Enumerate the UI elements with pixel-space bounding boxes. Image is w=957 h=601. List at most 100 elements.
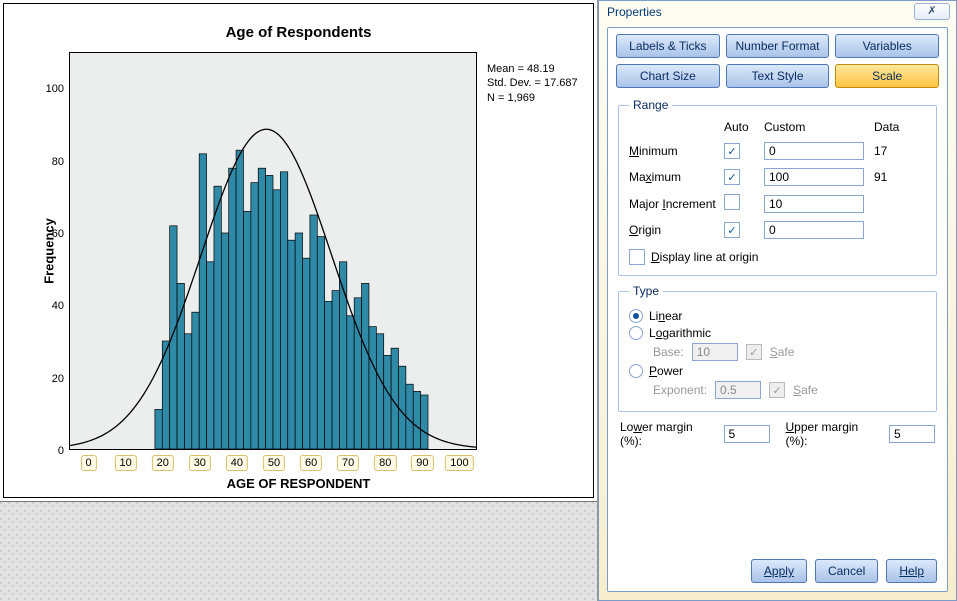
margin-row: Lower margin (%): Upper margin (%): (620, 420, 935, 448)
x-tick-label[interactable]: 0 (80, 455, 96, 471)
range-major-inc-auto-checkbox[interactable] (724, 194, 740, 210)
x-tick-label[interactable]: 20 (152, 455, 174, 471)
y-tick-label: 100 (46, 83, 64, 95)
histogram-bar[interactable] (384, 355, 391, 449)
y-tick-label: 20 (52, 373, 64, 385)
tab-number-format[interactable]: Number Format (726, 34, 830, 58)
x-tick-label[interactable]: 100 (445, 455, 473, 471)
histogram-bar[interactable] (362, 283, 369, 449)
range-origin-custom-input[interactable] (764, 221, 864, 239)
x-tick-label[interactable]: 30 (189, 455, 211, 471)
cancel-button[interactable]: Cancel (815, 559, 878, 583)
histogram-bar[interactable] (288, 240, 295, 449)
histogram-bar[interactable] (413, 391, 420, 449)
tab-chart-size[interactable]: Chart Size (616, 64, 720, 88)
close-icon[interactable]: ✗ (914, 3, 950, 20)
histogram-bar[interactable] (303, 258, 310, 449)
lower-margin-label: Lower margin (%): (620, 420, 716, 448)
app-root: Age of Respondents Frequency AGE OF RESP… (0, 0, 957, 601)
x-tick-label[interactable]: 90 (411, 455, 433, 471)
log-base-label: Base: (653, 345, 684, 359)
x-tick-label[interactable]: 60 (300, 455, 322, 471)
power-exp-input (715, 381, 761, 399)
x-tick-label[interactable]: 70 (337, 455, 359, 471)
histogram-bar[interactable] (251, 183, 258, 449)
histogram-bar[interactable] (236, 150, 243, 449)
range-hdr-custom: Custom (764, 120, 874, 134)
x-axis-label: AGE OF RESPONDENT (4, 476, 593, 491)
histogram-bar[interactable] (273, 190, 280, 449)
log-safe-checkbox: ✓ (746, 344, 762, 360)
range-hdr-auto: Auto (724, 120, 764, 134)
histogram-bar[interactable] (406, 384, 413, 449)
type-log-radio[interactable] (629, 326, 643, 340)
range-major-inc-custom-input[interactable] (764, 195, 864, 213)
y-tick-label: 40 (52, 300, 64, 312)
histogram-bar[interactable] (192, 312, 199, 449)
tab-row-1: Labels & Ticks Number Format Variables (616, 34, 939, 58)
histogram-bar[interactable] (332, 291, 339, 449)
properties-title: Properties (607, 5, 662, 19)
type-power-label: Power (649, 364, 683, 378)
histogram-bar[interactable] (243, 211, 250, 449)
histogram-bar[interactable] (170, 226, 177, 449)
histogram-bar[interactable] (398, 366, 405, 449)
range-major-inc-label: Major Increment (629, 197, 724, 211)
histogram-bar[interactable] (199, 154, 206, 449)
properties-panel: Properties ✗ Labels & Ticks Number Forma… (598, 0, 957, 601)
x-tick-label[interactable]: 10 (115, 455, 137, 471)
range-group: Range Auto Custom Data Minimum ✓ 17 Maxi… (618, 98, 937, 276)
lower-margin-input[interactable] (724, 425, 770, 443)
histogram-bar[interactable] (354, 298, 361, 449)
histogram-bar[interactable] (221, 233, 228, 449)
histogram-bar[interactable] (229, 168, 236, 449)
histogram-bar[interactable] (280, 172, 287, 449)
range-origin-label: Origin (629, 223, 724, 237)
stats-line: N = 1,969 (487, 91, 578, 105)
properties-titlebar[interactable]: Properties ✗ (599, 1, 956, 23)
properties-body: Labels & Ticks Number Format Variables C… (607, 27, 948, 592)
stats-line: Mean = 48.19 (487, 62, 578, 76)
display-line-origin-checkbox[interactable] (629, 249, 645, 265)
histogram-bar[interactable] (207, 262, 214, 449)
x-tick-label[interactable]: 40 (226, 455, 248, 471)
tab-row-2: Chart Size Text Style Scale (616, 64, 939, 88)
x-tick-label[interactable]: 80 (374, 455, 396, 471)
range-origin-auto-checkbox[interactable]: ✓ (724, 222, 740, 238)
type-linear-radio[interactable] (629, 309, 643, 323)
type-legend: Type (629, 284, 663, 298)
log-safe-label: Safe (770, 345, 795, 359)
power-safe-label: Safe (793, 383, 818, 397)
tab-labels-ticks[interactable]: Labels & Ticks (616, 34, 720, 58)
type-group: Type Linear Logarithmic Base: ✓ Safe (618, 284, 937, 412)
help-button[interactable]: Help (886, 559, 937, 583)
histogram-bar[interactable] (155, 409, 162, 449)
histogram-bar[interactable] (325, 301, 332, 449)
type-power-radio[interactable] (629, 364, 643, 378)
range-minimum-auto-checkbox[interactable]: ✓ (724, 143, 740, 159)
chart-pane: Age of Respondents Frequency AGE OF RESP… (0, 0, 598, 601)
histogram-bar[interactable] (376, 334, 383, 449)
histogram-bar[interactable] (258, 168, 265, 449)
histogram-bar[interactable] (214, 186, 221, 449)
range-minimum-custom-input[interactable] (764, 142, 864, 160)
y-tick-label: 80 (52, 156, 64, 168)
range-maximum-auto-checkbox[interactable]: ✓ (724, 169, 740, 185)
x-tick-label[interactable]: 50 (263, 455, 285, 471)
upper-margin-input[interactable] (889, 425, 935, 443)
stats-block: Mean = 48.19Std. Dev. = 17.687N = 1,969 (487, 62, 578, 105)
histogram-bar[interactable] (310, 215, 317, 449)
histogram-bar[interactable] (317, 237, 324, 449)
range-maximum-custom-input[interactable] (764, 168, 864, 186)
histogram-bar[interactable] (266, 175, 273, 449)
tab-text-style[interactable]: Text Style (726, 64, 830, 88)
histogram-bar[interactable] (369, 327, 376, 449)
plot-area[interactable]: 020406080100 0102030405060708090100 (69, 52, 477, 450)
histogram-bar[interactable] (347, 316, 354, 449)
histogram-bar[interactable] (295, 233, 302, 449)
tab-variables[interactable]: Variables (835, 34, 939, 58)
apply-button[interactable]: Apply (751, 559, 807, 583)
tab-scale[interactable]: Scale (835, 64, 939, 88)
histogram-bar[interactable] (421, 395, 428, 449)
histogram-bar[interactable] (184, 334, 191, 449)
